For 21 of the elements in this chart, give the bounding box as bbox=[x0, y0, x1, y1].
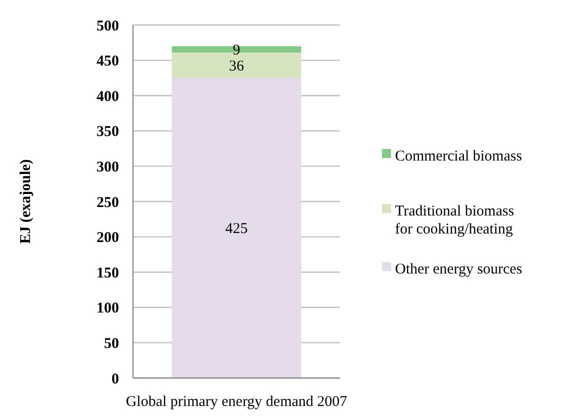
y-tick-label: 350 bbox=[96, 124, 119, 140]
y-tick-label: 450 bbox=[96, 54, 119, 70]
data-label: 425 bbox=[225, 221, 248, 238]
y-tick-label: 300 bbox=[96, 159, 119, 176]
y-axis-title: EJ (exajoule) bbox=[18, 159, 34, 244]
bar bbox=[172, 78, 302, 378]
y-tick-label: 500 bbox=[96, 18, 119, 34]
legend-label: Traditional biomass for cooking/heating bbox=[395, 203, 514, 238]
data-label: 36 bbox=[229, 58, 244, 74]
legend-label: Commercial biomass bbox=[395, 148, 522, 164]
y-tick-label: 100 bbox=[96, 300, 119, 317]
y-tick-label: 250 bbox=[96, 194, 119, 211]
y-tick-label: 0 bbox=[112, 371, 119, 388]
y-tick-label: 200 bbox=[96, 230, 119, 246]
data-label: 9 bbox=[232, 42, 240, 59]
y-tick-label: 150 bbox=[96, 265, 119, 282]
bar bbox=[172, 46, 302, 53]
x-tick-label: Global primary energy demand 2007 bbox=[126, 394, 348, 410]
legend-label: Other energy sources bbox=[395, 261, 522, 278]
y-tick-label: 50 bbox=[104, 336, 119, 352]
y-tick-label: 400 bbox=[96, 88, 119, 105]
